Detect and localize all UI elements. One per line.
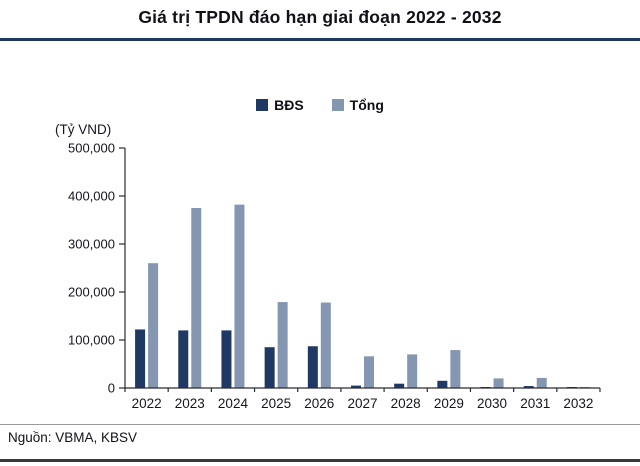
chart-legend: BĐS Tổng [0,97,640,113]
x-tick-label: 2029 [434,396,464,411]
x-tick-label: 2022 [132,396,162,411]
legend-swatch-tong [331,99,344,111]
bar-BĐS-2022 [135,329,146,388]
footer-divider-bottom [0,459,640,462]
bar-Tổng-2024 [234,204,245,388]
y-tick-label: 200,000 [68,285,115,300]
bar-BĐS-2029 [437,380,448,388]
y-tick-label: 300,000 [68,237,115,252]
bar-Tổng-2031 [536,377,547,388]
bar-Tổng-2022 [148,263,159,388]
x-tick-label: 2027 [347,396,377,411]
chart-title: Giá trị TPDN đáo hạn giai đoạn 2022 - 20… [138,7,502,27]
x-tick-label: 2026 [304,396,334,411]
bar-Tổng-2028 [407,354,418,388]
bar-chart: (Tỷ VND) 0 100,000 200,000 300,000 400,000 500… [55,122,601,411]
x-tick-label: 2030 [477,396,507,411]
bar-BĐS-2027 [351,385,361,388]
x-tick-label: 2028 [391,396,421,411]
bar-BĐS-2026 [307,346,318,388]
legend-item-tong: Tổng [331,97,384,113]
legend-item-bds: BĐS [256,97,304,113]
footer-divider-top [0,424,640,425]
source-note: Nguồn: VBMA, KBSV [8,430,138,445]
legend-label-tong: Tổng [349,97,384,113]
bar-Tổng-2023 [191,208,202,388]
bar-BĐS-2031 [523,386,534,388]
y-tick-label: 500,000 [68,141,115,156]
y-axis-unit-label: (Tỷ VND) [55,122,111,137]
title-divider [0,38,640,41]
x-tick-label: 2032 [563,396,593,411]
bar-Tổng-2025 [277,302,288,388]
legend-label-bds: BĐS [274,97,304,113]
bar-Tổng-2029 [450,350,461,388]
y-tick-label: 400,000 [68,189,115,204]
chart-area: (Tỷ VND) 0 100,000 200,000 300,000 400,000 500… [0,112,640,420]
x-tick-label: 2025 [261,396,291,411]
bar-Tổng-2026 [320,302,331,388]
bar-Tổng-2027 [364,356,374,388]
legend-swatch-bds [256,99,269,111]
bar-BĐS-2024 [221,330,232,388]
bar-BĐS-2028 [394,383,405,388]
y-tick-label: 100,000 [68,333,115,348]
x-tick-label: 2023 [175,396,205,411]
bar-BĐS-2025 [264,347,275,388]
bar-Tổng-2030 [493,378,504,388]
bar-BĐS-2023 [178,330,189,388]
y-tick-label: 0 [108,381,115,396]
x-tick-label: 2031 [520,396,550,411]
x-tick-label: 2024 [218,396,249,411]
